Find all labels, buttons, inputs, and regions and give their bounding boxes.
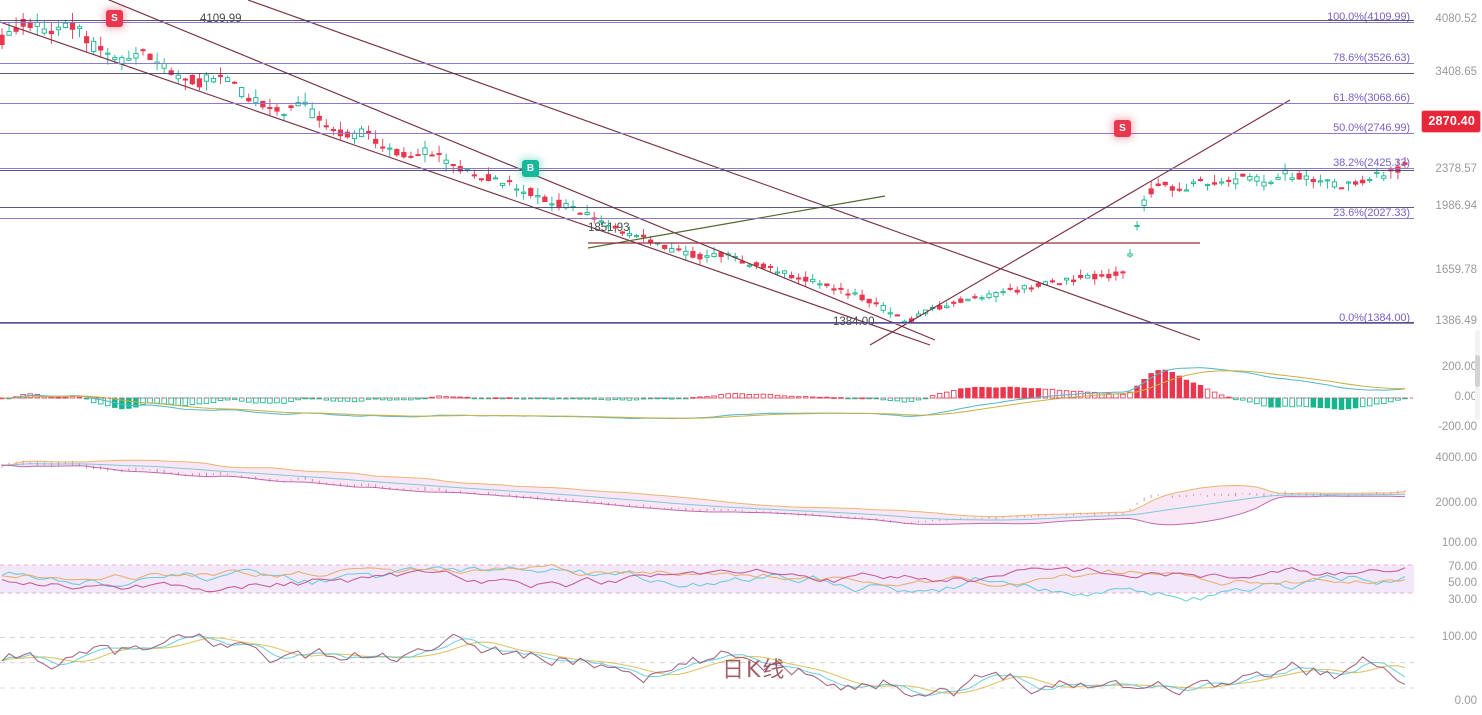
fib-line-50 [0, 133, 1414, 134]
macd-axis-labels-0: 200.00 [1441, 361, 1477, 373]
fib-label-38-2: 38.2%(2425.33) [1333, 157, 1410, 169]
sell-signal-marker-1[interactable]: S [106, 10, 123, 27]
fib-line-23-6 [0, 218, 1414, 219]
kdj-axis: 100.00 0.00 [1414, 625, 1482, 715]
price-level-line-3 [0, 207, 1414, 208]
inner-rising-wedge [587, 195, 886, 249]
fib-line-0 [0, 323, 1414, 324]
fib-line-38-2 [0, 168, 1414, 169]
fib-label-0: 0.0%(1384.00) [1339, 312, 1410, 324]
fib-label-61-8: 61.8%(3068.66) [1333, 92, 1410, 104]
price-axis[interactable]: 4080.52 3408.65 2378.57 1986.94 1659.78 1386.… [1414, 0, 1482, 350]
descending-mid-channel [0, 21, 931, 346]
sell-arrow-icon: S [1119, 122, 1126, 134]
fib-label-50: 50.0%(2746.99) [1333, 122, 1410, 134]
sell-arrow-icon: S [111, 12, 118, 24]
price-level-line-4 [0, 322, 1414, 323]
fib-line-78-6 [0, 63, 1414, 64]
price-axis-label-5: 1386.49 [1435, 315, 1477, 327]
descending-upper-channel [107, 0, 936, 341]
price-axis-label-0: 4080.52 [1435, 13, 1477, 25]
sell-signal-marker-2[interactable]: S [1114, 120, 1131, 137]
rsi-axis-labels-1: 70.00 [1448, 561, 1477, 573]
boll-axis-labels-1: 2000.00 [1435, 497, 1477, 509]
fib-line-100 [0, 22, 1414, 23]
fib-line-61-8 [0, 103, 1414, 104]
price-level-line-1 [0, 73, 1414, 74]
macd-panel[interactable] [0, 352, 1414, 450]
price-level-line-2 [0, 170, 1414, 171]
vertical-scrollbar-thumb[interactable] [1475, 355, 1480, 387]
kdj-axis-labels-0: 100.00 [1441, 631, 1477, 643]
fib-label-100: 100.0%(4109.99) [1327, 11, 1410, 23]
kdj-svg [0, 633, 1414, 697]
price-level-line-0 [0, 20, 1414, 21]
price-axis-label-4: 1659.78 [1435, 264, 1477, 276]
macd-svg [0, 367, 1414, 420]
kdj-panel[interactable] [0, 625, 1414, 715]
ascending-support [869, 99, 1291, 346]
bollinger-svg [1, 459, 1406, 526]
rsi-axis-labels-0: 100.00 [1441, 537, 1477, 549]
macd-axis-labels-1: 0.00 [1454, 391, 1477, 403]
fib-label-23-6: 23.6%(2027.33) [1333, 207, 1410, 219]
rsi-axis-labels-3: 30.00 [1448, 594, 1477, 606]
rsi-axis: 100.00 70.00 50.00 30.00 [1414, 535, 1482, 625]
swing-high-label: 4109.99 [200, 13, 242, 25]
buy-signal-marker-1[interactable]: B [522, 160, 539, 177]
fib-label-78-6: 78.6%(3526.63) [1333, 52, 1410, 64]
buy-arrow-icon: B [526, 162, 535, 174]
rsi-svg [0, 563, 1414, 602]
kdj-axis-labels-1: 0.00 [1454, 695, 1477, 707]
rsi-axis-labels-2: 50.00 [1448, 577, 1477, 589]
price-axis-label-2: 2378.57 [1435, 163, 1477, 175]
bollinger-panel[interactable] [0, 450, 1414, 535]
price-panel[interactable] [0, 0, 1414, 350]
rsi-panel[interactable] [0, 535, 1414, 625]
current-price-tag[interactable]: 2870.40 [1422, 111, 1480, 132]
macd-axis: 200.00 0.00 -200.00 [1414, 352, 1482, 450]
swing-low-label: 1384.00 [833, 316, 875, 328]
support-label: 1851.93 [588, 222, 630, 234]
chart-watermark: 日K线 [722, 658, 787, 683]
bollinger-axis: 4000.00 2000.00 [1414, 450, 1482, 535]
price-axis-label-1: 3408.65 [1435, 66, 1477, 78]
macd-axis-labels-2: -200.00 [1437, 421, 1477, 433]
price-axis-label-3: 1986.94 [1435, 200, 1477, 212]
boll-axis-labels-0: 4000.00 [1435, 452, 1477, 464]
price-candles-svg [0, 0, 1408, 346]
